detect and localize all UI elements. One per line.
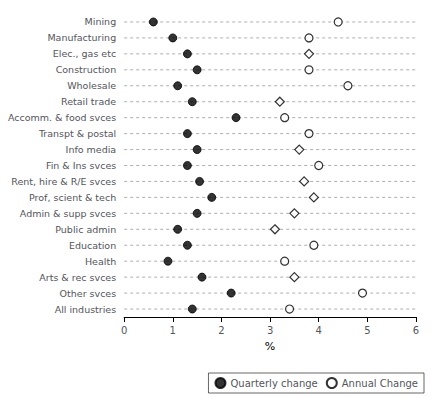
svg-text:0: 0	[121, 325, 127, 336]
svg-text:1: 1	[170, 325, 176, 336]
svg-text:%: %	[265, 340, 275, 353]
svg-text:Other svces: Other svces	[60, 288, 117, 299]
svg-text:Elec., gas etc: Elec., gas etc	[53, 48, 116, 59]
svg-text:4: 4	[316, 325, 322, 336]
svg-text:Wholesale: Wholesale	[67, 80, 116, 91]
svg-text:Mining: Mining	[85, 16, 117, 27]
svg-text:Rent, hire & R/E svces: Rent, hire & R/E svces	[11, 176, 116, 187]
svg-text:All industries: All industries	[55, 304, 117, 315]
svg-text:Health: Health	[85, 256, 116, 267]
svg-text:Info media: Info media	[66, 144, 117, 155]
svg-text:Education: Education	[69, 240, 116, 251]
svg-text:Retail trade: Retail trade	[61, 96, 116, 107]
svg-text:6: 6	[413, 325, 419, 336]
svg-text:Transpt & postal: Transpt & postal	[38, 128, 116, 139]
svg-text:Fin & Ins svces: Fin & Ins svces	[46, 160, 116, 171]
svg-text:Prof, scient & tech: Prof, scient & tech	[29, 192, 116, 203]
svg-text:Construction: Construction	[56, 64, 117, 75]
svg-text:Public admin: Public admin	[55, 224, 116, 235]
svg-text:5: 5	[364, 325, 370, 336]
svg-text:Arts & rec svces: Arts & rec svces	[39, 272, 116, 283]
svg-text:Accomm. & food svces: Accomm. & food svces	[8, 112, 116, 123]
svg-text:Annual Change: Annual Change	[342, 378, 418, 389]
svg-text:2: 2	[218, 325, 224, 336]
svg-text:Admin & supp svces: Admin & supp svces	[20, 208, 116, 219]
svg-text:Quarterly change: Quarterly change	[230, 378, 317, 389]
svg-text:3: 3	[267, 325, 273, 336]
svg-text:Manufacturing: Manufacturing	[47, 32, 116, 43]
